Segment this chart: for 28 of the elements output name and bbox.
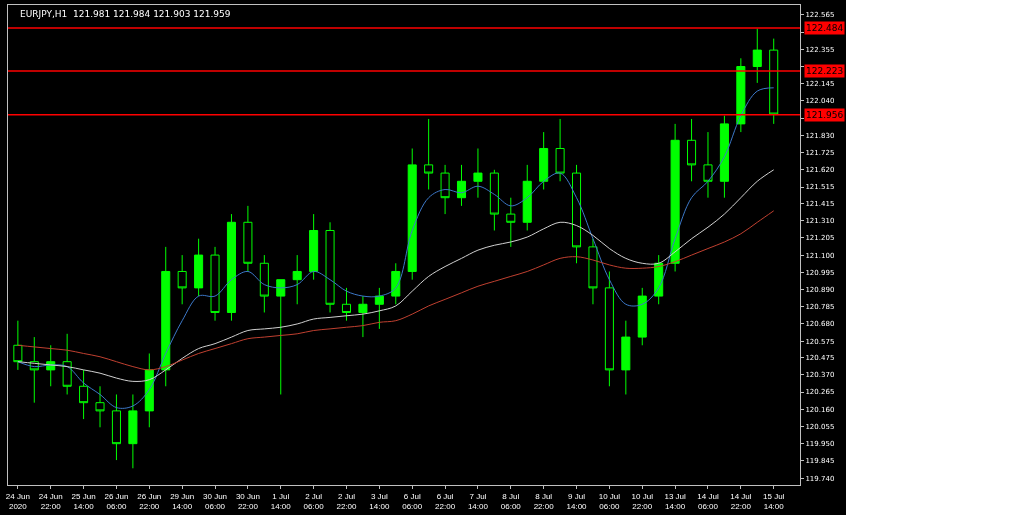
x-tick-label: 3 Jul 14:00 — [369, 491, 390, 511]
x-tick-label: 2 Jul 22:00 — [336, 491, 358, 511]
x-tick-label: 24 Jun 2020 — [5, 491, 30, 511]
x-tick-label: 30 Jun 06:00 — [203, 491, 228, 511]
x-tick-label: 15 Jul 14:00 — [763, 491, 785, 511]
x-tick-label: 30 Jun 22:00 — [235, 491, 260, 511]
x-tick-label: 9 Jul 14:00 — [566, 491, 588, 511]
x-tick-label: 8 Jul 22:00 — [533, 491, 555, 511]
x-tick-label: 24 Jun 22:00 — [38, 491, 63, 511]
ref-line-label: 121.956 — [806, 110, 844, 120]
x-tick-label: 8 Jul 06:00 — [500, 491, 522, 511]
ref-line-label: 122.223 — [806, 66, 844, 76]
x-tick-label: 26 Jun 06:00 — [104, 491, 129, 511]
x-tick-label: 25 Jun 14:00 — [71, 491, 96, 511]
x-tick-label: 1 Jul 14:00 — [270, 491, 292, 511]
x-tick-label: 26 Jun 22:00 — [137, 491, 162, 511]
x-tick-label: 14 Jul 22:00 — [730, 491, 752, 511]
x-tick-label: 2 Jul 06:00 — [303, 491, 325, 511]
x-tick-label: 6 Jul 22:00 — [435, 491, 456, 511]
x-tick-label: 10 Jul 06:00 — [598, 491, 621, 511]
x-tick-label: 29 Jun 14:00 — [170, 491, 195, 511]
x-tick-label: 10 Jul 22:00 — [631, 491, 654, 511]
x-tick-label: 13 Jul 14:00 — [664, 491, 687, 511]
x-tick-label: 6 Jul 06:00 — [402, 491, 423, 511]
chart-title: EURJPY,H1 121.981 121.984 121.903 121.959 — [20, 9, 231, 19]
ref-line-label: 122.484 — [806, 23, 844, 33]
x-tick-label: 7 Jul 14:00 — [467, 491, 489, 511]
x-tick-label: 14 Jul 06:00 — [697, 491, 719, 511]
